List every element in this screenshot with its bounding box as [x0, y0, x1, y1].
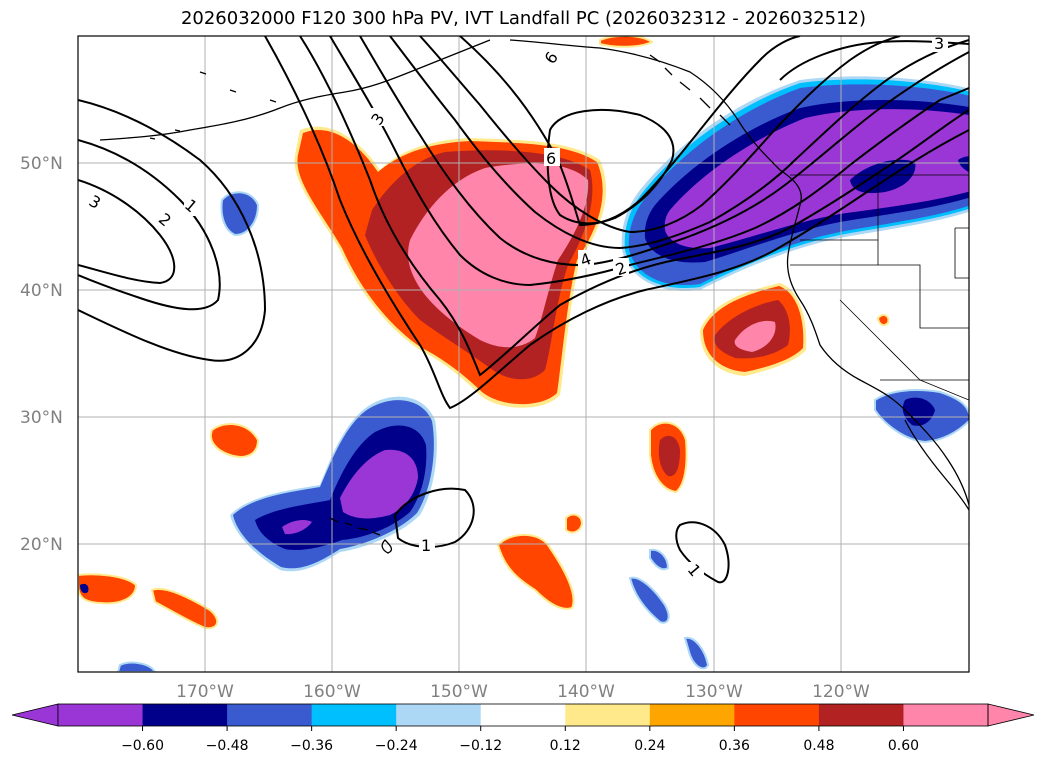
- lon-label-150w: 150°W: [430, 682, 488, 702]
- latitude-labels: 50°N 40°N 30°N 20°N: [20, 154, 63, 555]
- negative-anomaly-hawaii: [230, 396, 437, 572]
- colorbar-segment: [818, 704, 904, 726]
- political-borders: [790, 174, 969, 401]
- colorbar-segment: [903, 704, 989, 726]
- graticule: [78, 36, 969, 672]
- colorbar-segment: [396, 704, 482, 726]
- colorbar-segment: [649, 704, 735, 726]
- contour-label: 1: [421, 536, 431, 555]
- positive-anomaly-small: [78, 36, 890, 630]
- colorbar-tick-label: 0.48: [803, 738, 834, 754]
- lon-label-130w: 130°W: [685, 682, 743, 702]
- lat-label-40n: 40°N: [20, 281, 63, 301]
- contour-labels: 3 6 6 3 1 2 4 2 1 1 3: [86, 34, 948, 580]
- lat-label-50n: 50°N: [20, 154, 63, 174]
- lon-label-160w: 160°W: [303, 682, 361, 702]
- colorbar-tick-label: 0.12: [550, 738, 581, 754]
- lon-label-170w: 170°W: [176, 682, 234, 702]
- colorbar-tick-label: −0.12: [459, 738, 502, 754]
- lon-label-120w: 120°W: [812, 682, 870, 702]
- colorbar-ticks: −0.60 −0.48 −0.36 −0.24 −0.12 0.12 0.24 0.36 0.4…: [121, 726, 919, 754]
- negative-anomaly-small: [80, 191, 710, 672]
- negative-anomaly-socal: [874, 389, 969, 444]
- contour-label: 6: [546, 149, 556, 168]
- positive-anomaly-california: [700, 283, 807, 376]
- longitude-labels: 170°W 160°W 150°W 140°W 130°W 120°W: [176, 682, 870, 702]
- colorbar-tick-label: −0.36: [290, 738, 333, 754]
- colorbar-tick-label: 0.24: [634, 738, 665, 754]
- colorbar-tick-label: 0.60: [888, 738, 919, 754]
- colorbar-segment: [311, 704, 397, 726]
- colorbar-tick-label: −0.60: [121, 738, 164, 754]
- positive-anomaly-large: [294, 126, 607, 408]
- lat-label-30n: 30°N: [20, 408, 63, 428]
- coastlines: [99, 39, 969, 554]
- colorbar-tick-label: 0.36: [719, 738, 750, 754]
- colorbar-segment: [565, 704, 651, 726]
- lon-label-140w: 140°W: [557, 682, 615, 702]
- colorbar-segment: [142, 704, 228, 726]
- colorbar-outline: [57, 703, 989, 727]
- colorbar: [11, 703, 1035, 727]
- lat-label-20n: 20°N: [20, 535, 63, 555]
- colorbar-tick-label: −0.48: [206, 738, 249, 754]
- colorbar-tick-label: −0.24: [375, 738, 418, 754]
- contour-label: 3: [934, 34, 944, 53]
- pv-contours: [78, 36, 969, 584]
- colorbar-extend-min: [11, 703, 59, 727]
- colorbar-segment: [227, 704, 313, 726]
- colorbar-segment: [480, 704, 566, 726]
- colorbar-segment: [734, 704, 820, 726]
- map-title: 2026032000 F120 300 hPa PV, IVT Landfall…: [180, 8, 867, 29]
- map-frame: [77, 35, 970, 673]
- colorbar-extend-max: [987, 703, 1035, 727]
- colorbar-segment: [58, 704, 144, 726]
